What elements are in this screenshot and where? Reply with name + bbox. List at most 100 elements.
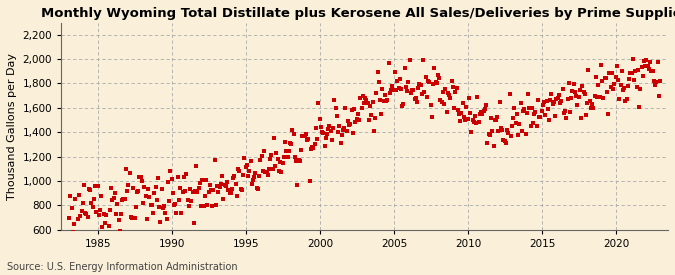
- Point: [150, 185, 161, 189]
- Point: [286, 142, 296, 146]
- Point: [597, 78, 608, 83]
- Point: [539, 100, 549, 104]
- Point: [306, 145, 317, 150]
- Point: [595, 62, 606, 67]
- Point: [439, 102, 450, 106]
- Point: [376, 112, 387, 116]
- Point: [514, 122, 525, 126]
- Point: [192, 190, 203, 195]
- Point: [577, 84, 588, 88]
- Point: [424, 79, 435, 84]
- Point: [592, 95, 603, 100]
- Point: [87, 205, 98, 209]
- Point: [526, 105, 537, 110]
- Point: [443, 91, 454, 96]
- Point: [458, 115, 469, 120]
- Point: [138, 201, 148, 205]
- Point: [292, 182, 303, 187]
- Point: [296, 147, 306, 152]
- Point: [178, 190, 188, 194]
- Point: [500, 141, 511, 145]
- Point: [482, 140, 493, 145]
- Point: [251, 186, 262, 190]
- Point: [607, 71, 618, 75]
- Point: [129, 216, 140, 220]
- Point: [321, 136, 331, 141]
- Point: [291, 159, 302, 163]
- Point: [76, 209, 87, 213]
- Point: [556, 99, 567, 103]
- Point: [370, 116, 381, 121]
- Point: [462, 116, 473, 121]
- Point: [525, 124, 536, 129]
- Point: [271, 151, 281, 155]
- Point: [381, 99, 392, 103]
- Point: [95, 208, 105, 213]
- Point: [154, 205, 165, 209]
- Point: [330, 106, 341, 110]
- Point: [205, 183, 215, 187]
- Point: [630, 69, 641, 74]
- Point: [163, 180, 173, 184]
- Point: [594, 95, 605, 99]
- Point: [531, 124, 542, 129]
- Point: [450, 90, 460, 94]
- Point: [425, 102, 436, 107]
- Point: [620, 99, 631, 103]
- Point: [248, 177, 259, 182]
- Point: [408, 88, 418, 92]
- Point: [134, 175, 145, 179]
- Point: [520, 132, 531, 136]
- Point: [263, 172, 273, 177]
- Point: [238, 172, 248, 177]
- Point: [436, 100, 447, 104]
- Point: [198, 204, 209, 208]
- Point: [235, 187, 246, 191]
- Point: [315, 125, 326, 130]
- Point: [392, 79, 403, 83]
- Point: [502, 128, 512, 133]
- Point: [318, 131, 329, 135]
- Point: [96, 194, 107, 198]
- Point: [185, 187, 196, 191]
- Point: [650, 83, 661, 87]
- Point: [113, 217, 124, 222]
- Point: [354, 117, 364, 122]
- Point: [516, 129, 527, 133]
- Point: [571, 94, 582, 98]
- Point: [244, 169, 254, 173]
- Point: [433, 73, 443, 77]
- Point: [199, 194, 210, 198]
- Point: [342, 129, 352, 133]
- Point: [628, 56, 639, 61]
- Point: [321, 132, 332, 136]
- Point: [219, 183, 230, 187]
- Point: [257, 168, 268, 173]
- Point: [176, 211, 187, 215]
- Point: [573, 95, 584, 100]
- Point: [649, 79, 659, 83]
- Point: [414, 82, 425, 86]
- Point: [580, 112, 591, 117]
- Point: [625, 71, 636, 75]
- Point: [360, 95, 371, 100]
- Point: [170, 202, 181, 206]
- Point: [155, 220, 166, 224]
- Point: [224, 190, 235, 195]
- Point: [99, 221, 110, 226]
- Point: [306, 147, 317, 151]
- Text: Source: U.S. Energy Information Administration: Source: U.S. Energy Information Administ…: [7, 262, 238, 272]
- Point: [90, 184, 101, 189]
- Point: [509, 105, 520, 110]
- Point: [530, 110, 541, 115]
- Point: [302, 137, 313, 142]
- Point: [270, 164, 281, 168]
- Point: [159, 204, 169, 208]
- Point: [487, 129, 497, 133]
- Point: [357, 94, 368, 98]
- Point: [325, 129, 336, 133]
- Point: [407, 87, 418, 92]
- Point: [228, 176, 239, 180]
- Point: [427, 114, 437, 119]
- Point: [145, 203, 156, 207]
